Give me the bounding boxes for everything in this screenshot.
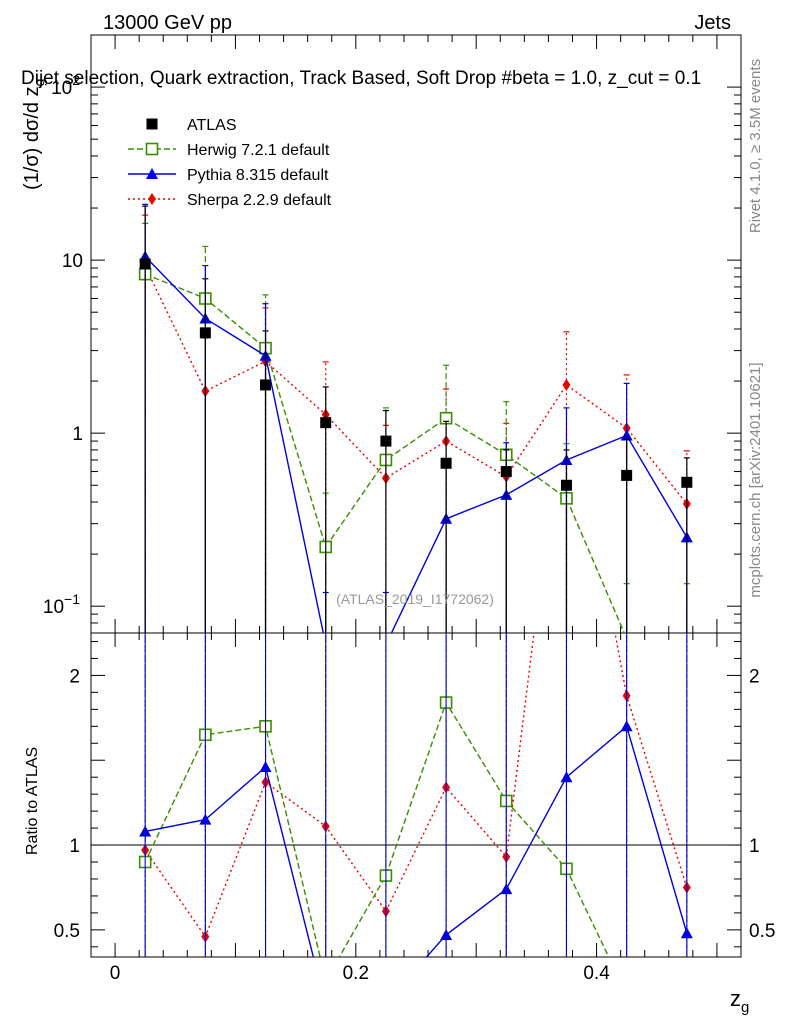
x-tick-label: 0.4 — [583, 963, 610, 984]
rivet-label: Rivet 4.1.0, ≥ 3.5M events — [747, 59, 764, 233]
legend-item-atlas: ATLAS — [146, 117, 237, 134]
ratio-y-axis-label: Ratio to ATLAS — [24, 747, 41, 855]
y-tick-label: 10 — [62, 251, 83, 272]
sherpa-ratio-series — [141, 633, 691, 957]
legend: ATLAS Herwig 7.2.1 default Pythia 8.315 de… — [128, 117, 332, 209]
pythia-marker — [560, 771, 573, 783]
plot-title: Dijet selection, Quark extraction, Track… — [21, 68, 701, 89]
ratio-y-axis: 0.5 0.5 1 1 2 2 — [54, 640, 775, 948]
legend-label: Pythia 8.315 default — [187, 167, 329, 184]
ratio-plot-data — [138, 633, 693, 957]
sherpa-ratio-line — [144, 633, 688, 939]
pythia-marker — [680, 927, 693, 939]
legend-item-herwig: Herwig 7.2.1 default — [128, 142, 330, 159]
pythia-marker — [440, 928, 453, 940]
atlas-marker — [320, 417, 332, 429]
x-axis-label: zg — [730, 986, 749, 1016]
herwig-series — [138, 222, 690, 633]
pythia-marker — [259, 761, 272, 773]
pythia-series — [139, 203, 693, 633]
legend-item-pythia: Pythia 8.315 default — [128, 167, 329, 184]
atlas-marker — [146, 118, 158, 130]
pythia-line — [144, 255, 688, 633]
ratio-tick-label: 0.5 — [54, 921, 80, 942]
ratio-tick-label-right: 2 — [749, 666, 760, 687]
atlas-marker — [260, 379, 272, 391]
sherpa-line — [144, 266, 688, 505]
ratio-tick-label-right: 0.5 — [749, 921, 775, 942]
analysis-id-label: (ATLAS_2019_I1772062) — [336, 591, 494, 607]
herwig-marker — [145, 142, 159, 156]
pythia-marker — [500, 883, 513, 895]
x-tick-label: 0.2 — [343, 963, 369, 984]
main-y-axis-label: (1/σ) dσ/d zg — [21, 79, 47, 190]
pythia-ratio-line — [145, 725, 688, 957]
x-axis: 0 0.2 0.4 — [110, 35, 718, 984]
legend-label: ATLAS — [187, 117, 237, 134]
sherpa-marker — [148, 193, 156, 205]
x-tick-label: 0 — [110, 963, 121, 984]
pythia-marker — [620, 429, 633, 441]
herwig-ratio-series — [138, 633, 688, 957]
sherpa-marker — [562, 378, 571, 391]
atlas-marker — [199, 327, 211, 339]
ratio-tick-label-right: 1 — [749, 836, 760, 857]
ratio-tick-label: 1 — [69, 836, 80, 857]
pythia-marker — [199, 813, 212, 825]
atlas-marker — [440, 457, 452, 469]
sherpa-series — [141, 214, 691, 633]
atlas-marker — [500, 466, 512, 478]
legend-label: Sherpa 2.2.9 default — [187, 192, 332, 209]
y-tick-label: 10−1 — [43, 591, 80, 618]
main-plot-data — [138, 203, 693, 633]
y-tick-label: 1 — [72, 424, 83, 445]
herwig-ratio-line — [144, 700, 610, 957]
legend-label: Herwig 7.2.1 default — [187, 142, 330, 159]
source-label: mcplots.cern.ch [arXiv:2401.10621] — [747, 362, 764, 597]
ratio-panel-frame — [90, 632, 742, 958]
ratio-tick-label: 2 — [69, 666, 80, 687]
y-tick-label: 102 — [51, 72, 80, 99]
category-label: Jets — [694, 12, 731, 34]
pythia-marker — [139, 825, 152, 837]
legend-item-sherpa: Sherpa 2.2.9 default — [128, 192, 332, 209]
main-y-axis: 10−1 1 10 102 — [43, 34, 741, 634]
atlas-marker — [560, 479, 572, 491]
atlas-marker — [139, 258, 151, 270]
atlas-series — [139, 205, 693, 633]
atlas-marker — [380, 435, 392, 447]
pythia-ratio-series — [139, 633, 693, 957]
atlas-marker — [681, 476, 693, 488]
pythia-marker — [146, 168, 158, 179]
energy-label: 13000 GeV pp — [103, 12, 232, 34]
herwig-line — [144, 273, 626, 633]
pythia-marker — [620, 720, 633, 732]
atlas-marker — [621, 469, 633, 481]
